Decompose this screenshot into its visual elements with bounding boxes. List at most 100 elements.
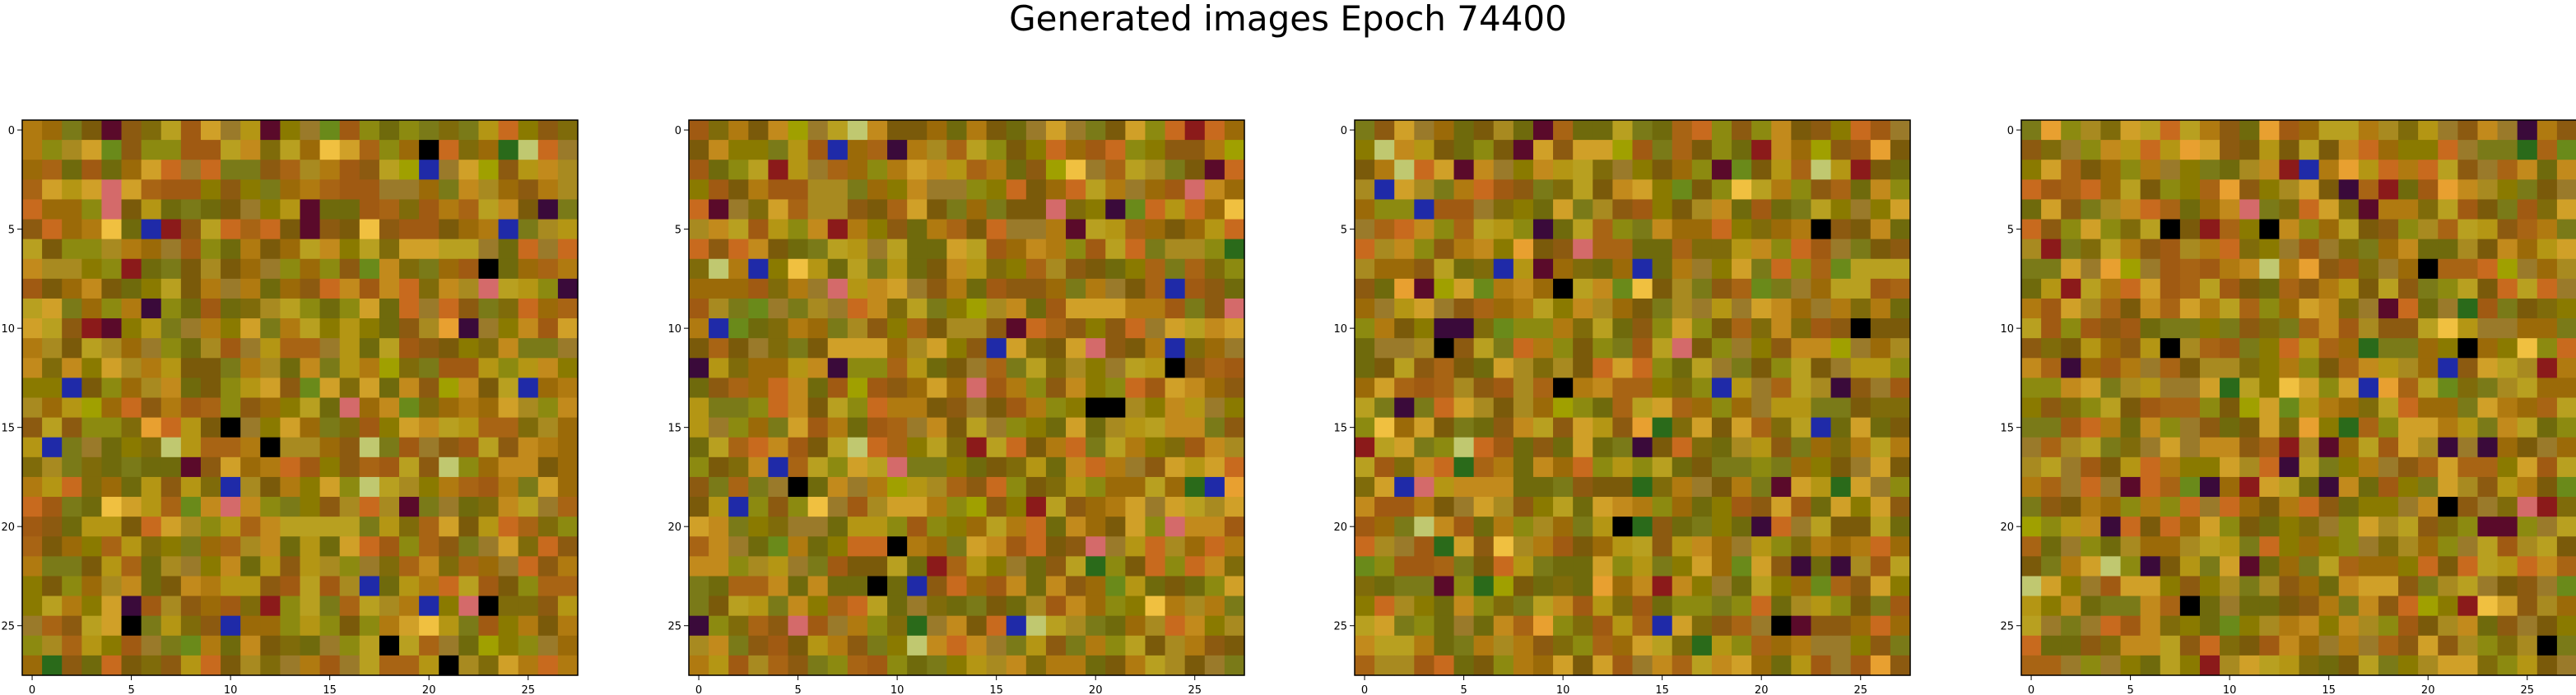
pixel-cell xyxy=(2061,576,2081,597)
pixel-cell xyxy=(927,497,947,517)
pixel-cell xyxy=(1890,219,1911,240)
pixel-cell xyxy=(1493,298,1514,319)
pixel-cell xyxy=(557,239,579,260)
pixel-cell xyxy=(788,120,809,141)
pixel-cell xyxy=(2398,199,2419,220)
pixel-cell xyxy=(1751,615,1772,637)
pixel-cell xyxy=(2199,397,2220,419)
pixel-cell xyxy=(827,556,849,577)
pixel-cell xyxy=(1691,517,1713,537)
pixel-cell xyxy=(1394,437,1415,458)
pixel-cell xyxy=(709,278,729,299)
pixel-cell xyxy=(141,437,162,458)
pixel-cell xyxy=(728,338,749,359)
pixel-cell xyxy=(1652,219,1673,240)
pixel-cell xyxy=(1434,338,1455,359)
pixel-cell xyxy=(22,120,43,141)
pixel-cell xyxy=(2318,476,2340,498)
pixel-cell xyxy=(728,199,749,220)
pixel-cell xyxy=(1672,536,1693,557)
pixel-cell xyxy=(1791,298,1812,319)
pixel-cell xyxy=(1850,199,1872,220)
pixel-cell xyxy=(2418,437,2439,458)
pixel-cell xyxy=(2378,278,2399,299)
pixel-cell xyxy=(2378,358,2399,378)
pixel-cell xyxy=(2021,160,2042,180)
pixel-cell xyxy=(439,456,459,478)
pixel-cell xyxy=(2100,517,2122,537)
pixel-cell xyxy=(1593,179,1613,201)
x-tick-label: 5 xyxy=(1460,684,1467,695)
pixel-cell xyxy=(180,239,202,260)
pixel-cell xyxy=(240,437,261,458)
pixel-cell xyxy=(518,517,539,537)
pixel-cell xyxy=(1830,476,1852,498)
pixel-cell xyxy=(2220,397,2240,419)
pixel-cell xyxy=(419,615,439,637)
pixel-cell xyxy=(2418,556,2439,577)
pixel-cell xyxy=(2398,239,2419,260)
pixel-cell xyxy=(1652,278,1673,299)
pixel-cell xyxy=(1434,536,1455,557)
pixel-cell xyxy=(946,497,968,517)
pixel-cell xyxy=(2318,615,2340,637)
pixel-cell xyxy=(240,556,261,577)
pixel-cell xyxy=(1811,239,1832,260)
pixel-cell xyxy=(1652,160,1673,180)
pixel-cell xyxy=(2497,437,2518,458)
pixel-cell xyxy=(768,497,789,517)
pixel-cell xyxy=(1672,378,1693,399)
pixel-cell xyxy=(1593,278,1613,299)
pixel-cell xyxy=(2418,219,2439,240)
pixel-cell xyxy=(2318,517,2340,537)
pixel-cell xyxy=(2358,378,2379,399)
pixel-cell xyxy=(1612,338,1634,359)
pixel-cell xyxy=(1732,397,1752,419)
pixel-cell xyxy=(1791,318,1812,339)
pixel-cell xyxy=(1184,655,1206,676)
pixel-cell xyxy=(260,655,281,676)
pixel-cell xyxy=(2081,497,2102,517)
pixel-cell xyxy=(1355,199,1375,220)
pixel-cell xyxy=(2120,497,2141,517)
pixel-cell xyxy=(2061,497,2081,517)
pixel-cell xyxy=(2536,318,2558,339)
pixel-cell xyxy=(1811,199,1832,220)
pixel-cell xyxy=(2418,298,2439,319)
pixel-cell xyxy=(1850,219,1872,240)
pixel-cell xyxy=(1006,219,1027,240)
pixel-cell xyxy=(280,397,301,419)
pixel-cell xyxy=(419,417,439,438)
pixel-cell xyxy=(1751,497,1772,517)
pixel-cell xyxy=(1453,655,1475,676)
pixel-cell xyxy=(1612,437,1634,458)
pixel-cell xyxy=(1414,179,1435,201)
pixel-cell xyxy=(1145,199,1166,220)
pixel-cell xyxy=(2239,199,2260,220)
pixel-cell xyxy=(121,338,142,359)
pixel-cell xyxy=(827,298,849,319)
pixel-cell xyxy=(1711,338,1732,359)
pixel-cell xyxy=(2199,456,2220,478)
pixel-cell xyxy=(478,278,500,299)
pixel-cell xyxy=(518,120,539,141)
pixel-cell xyxy=(1125,358,1146,378)
pixel-cell xyxy=(1573,635,1593,656)
pixel-cell xyxy=(1890,437,1911,458)
pixel-cell xyxy=(2120,219,2141,240)
y-tick-label: 20 xyxy=(1333,521,1347,534)
pixel-cell xyxy=(807,397,829,419)
pixel-cell xyxy=(2120,556,2141,577)
pixel-cell xyxy=(847,536,868,557)
pixel-cell xyxy=(946,219,968,240)
pixel-cell xyxy=(2517,655,2538,676)
pixel-cell xyxy=(319,397,341,419)
pixel-cell xyxy=(2517,595,2538,617)
pixel-cell xyxy=(1473,517,1495,537)
pixel-cell xyxy=(200,160,221,180)
pixel-cell xyxy=(260,120,281,141)
pixel-cell xyxy=(1711,437,1732,458)
pixel-cell xyxy=(768,378,789,399)
pixel-cell xyxy=(458,258,480,280)
